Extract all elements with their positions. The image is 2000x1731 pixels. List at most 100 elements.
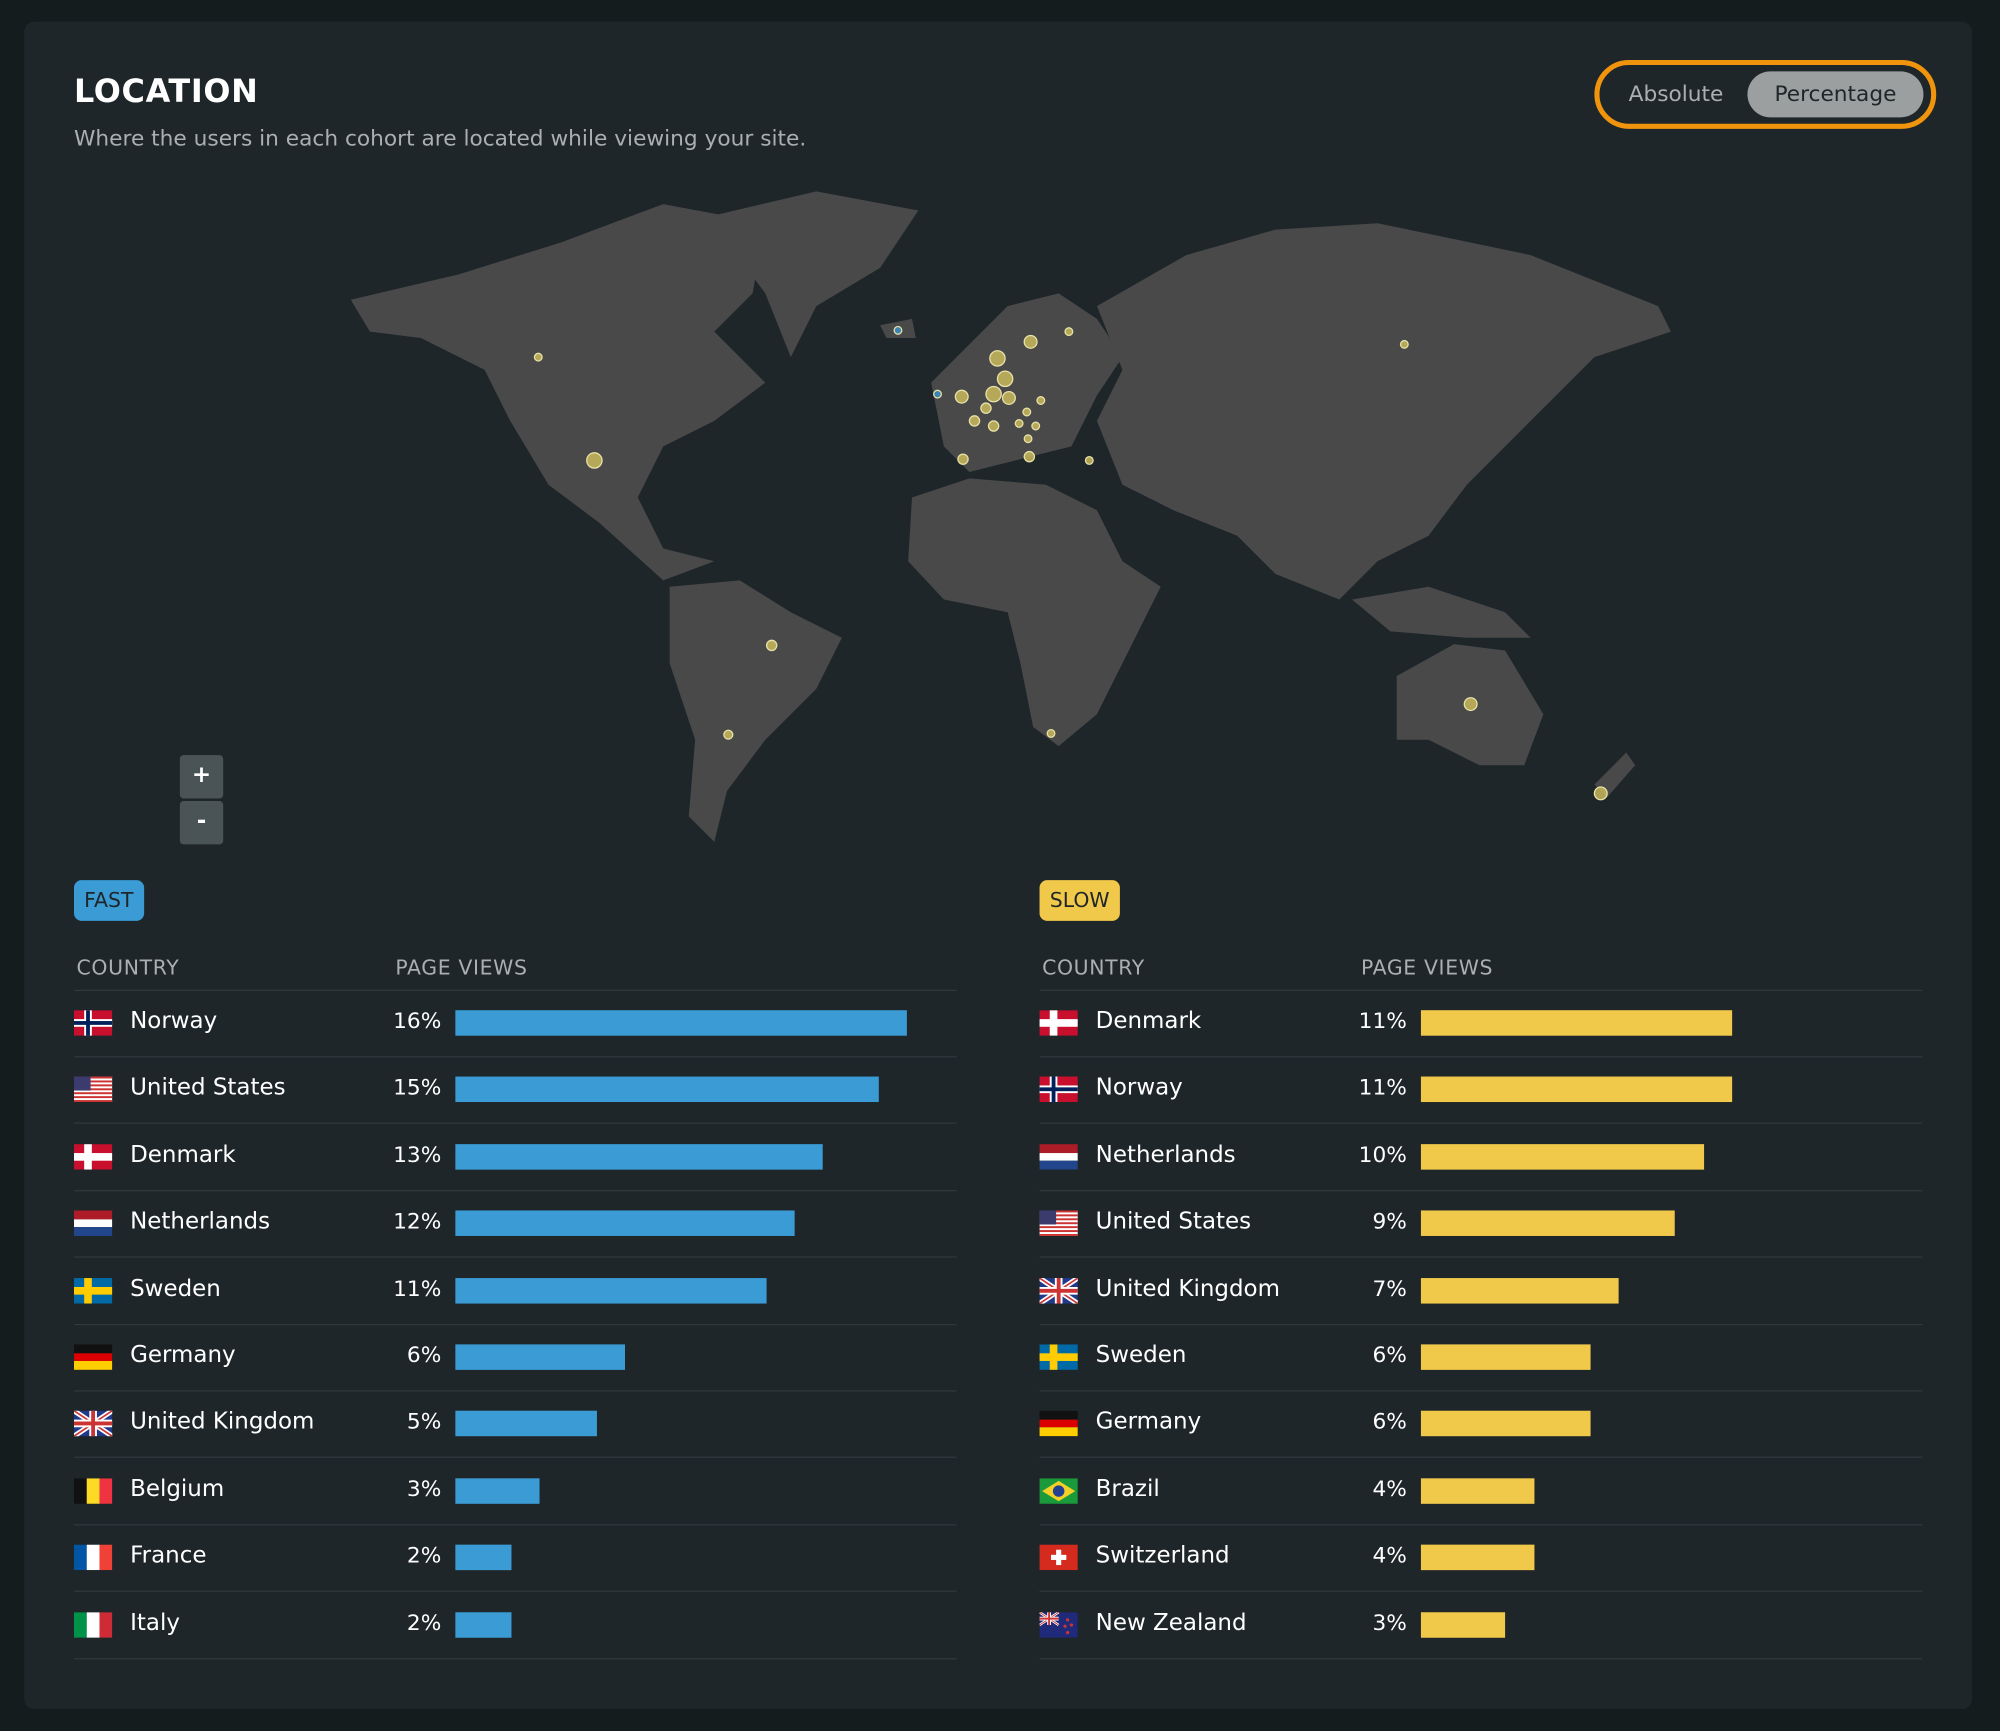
country-name: Sweden	[130, 1274, 221, 1302]
map-marker	[1023, 334, 1038, 349]
flag-icon	[1039, 1344, 1078, 1370]
page-views-bar	[455, 1277, 767, 1304]
page-views-label: 11%	[393, 1276, 442, 1302]
flag-icon	[73, 1544, 113, 1571]
country-name: Brazil	[1095, 1475, 1160, 1503]
page-views-label: 4%	[1372, 1543, 1407, 1570]
row-divider	[73, 1256, 957, 1258]
flag-icon	[1039, 1478, 1078, 1504]
page-views-bar	[455, 1344, 625, 1370]
row-divider	[73, 1590, 957, 1593]
zoom-in[interactable]: +	[179, 755, 224, 799]
page-views-label: 3%	[1372, 1610, 1407, 1636]
map-marker	[980, 402, 992, 414]
page-views-bar	[455, 1010, 908, 1036]
page-views-label: 11%	[1358, 1008, 1407, 1035]
page-views-label: 6%	[1372, 1343, 1407, 1369]
row-divider	[1039, 1523, 1923, 1526]
page-views-label: 2%	[406, 1610, 442, 1636]
flag	[73, 1478, 113, 1504]
country-name: United States	[1095, 1208, 1252, 1235]
country-name: Netherlands	[130, 1208, 271, 1235]
map-marker	[1064, 327, 1074, 337]
flag	[1039, 1143, 1078, 1170]
row-divider	[73, 1457, 957, 1459]
row-divider	[73, 1122, 957, 1125]
map-marker	[1031, 421, 1041, 431]
country-name: Switzerland	[1095, 1542, 1230, 1570]
toggle-option[interactable]: Absolute	[1628, 81, 1724, 108]
page-views-bar	[1420, 1077, 1732, 1103]
toggle: Absolute Percentage	[1594, 59, 1937, 129]
country-name: United Kingdom	[1095, 1274, 1280, 1302]
page-views-label: 11%	[1358, 1075, 1407, 1102]
flag-icon	[73, 1611, 113, 1638]
flag-icon	[1038, 1275, 1080, 1306]
country-name: Italy	[130, 1609, 180, 1636]
flag	[1039, 1344, 1078, 1370]
flag	[1039, 1010, 1078, 1036]
row-divider	[1039, 1189, 1923, 1192]
column-header: PAGE VIEWS	[1360, 955, 1494, 980]
map-marker	[1399, 339, 1409, 349]
row-divider	[73, 1323, 957, 1325]
map-marker	[1036, 396, 1046, 405]
flag-icon	[1039, 1143, 1078, 1170]
map-marker	[893, 325, 903, 335]
column-header: PAGE VIEWS	[395, 955, 528, 980]
flag-icon	[1039, 1544, 1078, 1571]
row-divider	[73, 989, 957, 992]
map-markers	[533, 325, 1608, 801]
page-views-label: 6%	[1372, 1409, 1407, 1436]
flag	[73, 1010, 113, 1036]
page-views-label: 13%	[393, 1142, 442, 1169]
page-views-label: 6%	[406, 1343, 442, 1369]
page-views-bar	[1420, 1544, 1534, 1571]
map-marker	[1023, 450, 1036, 463]
flag-icon	[73, 1143, 113, 1170]
world-map	[350, 191, 1671, 842]
flag-icon	[73, 1344, 113, 1370]
page-views-bar	[1420, 1411, 1591, 1437]
page-views-label: 3%	[406, 1476, 442, 1503]
cohort-badge: FAST	[73, 880, 144, 921]
title: LOCATION	[73, 72, 259, 110]
country-name: Norway	[1095, 1074, 1183, 1102]
map-marker	[985, 385, 1002, 403]
subtitle: Where the users in each cohort are locat…	[73, 126, 807, 152]
row-divider	[73, 1056, 957, 1058]
country-name: United States	[130, 1074, 286, 1102]
map-marker	[533, 352, 543, 362]
toggle-option[interactable]: Percentage	[1747, 71, 1924, 118]
row-divider	[1039, 1256, 1923, 1258]
flag	[1039, 1077, 1078, 1103]
country-name: Denmark	[1095, 1007, 1202, 1035]
column-header: COUNTRY	[76, 955, 180, 980]
page-views-bar	[1420, 1611, 1506, 1638]
map-marker	[954, 389, 969, 404]
flag	[1038, 1275, 1080, 1306]
page-views-bar	[1420, 1143, 1704, 1170]
flag	[73, 1077, 113, 1103]
flag	[73, 1544, 113, 1571]
map-marker	[987, 420, 1000, 432]
page-views-label: 10%	[1358, 1142, 1407, 1169]
page-views-label: 9%	[1372, 1209, 1407, 1235]
map-marker	[1046, 728, 1056, 738]
flag-icon	[73, 1077, 113, 1103]
map-marker	[1001, 390, 1016, 405]
map-marker	[765, 639, 778, 652]
zoom-out[interactable]: -	[179, 801, 224, 845]
map-marker	[968, 415, 981, 427]
map-marker	[1593, 786, 1608, 801]
page-views-bar	[1420, 1344, 1591, 1370]
flag	[73, 1210, 113, 1237]
page-views-bar	[1420, 1478, 1534, 1504]
country-name: Norway	[130, 1007, 218, 1035]
column-header: COUNTRY	[1042, 955, 1145, 980]
map-marker	[989, 350, 1006, 367]
country-name: France	[130, 1542, 207, 1570]
flag	[72, 1409, 114, 1439]
